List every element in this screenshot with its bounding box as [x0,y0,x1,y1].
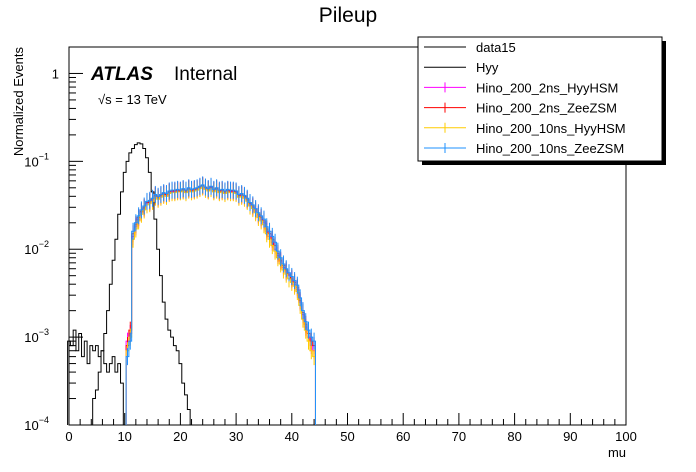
y-axis-label: Normalized Events [11,47,26,157]
y-tick-exponent: −2 [39,239,49,249]
legend-label: Hino_200_10ns_ZeeZSM [476,141,624,156]
x-axis-label: mu [608,445,626,460]
legend-entry: Hyy [424,60,499,75]
x-tick-label: 10 [117,429,131,444]
series-data15 [92,142,191,425]
legend-label: Hino_200_2ns_HyyHSM [476,80,618,95]
legend-label: Hino_200_2ns_ZeeZSM [476,101,617,116]
x-tick-label: 40 [285,429,299,444]
legend-entry: Hino_200_10ns_HyyHSM [424,121,626,136]
x-tick-label: 50 [340,429,354,444]
x-tick-label: 0 [65,429,72,444]
series-layer [67,142,316,425]
legend-entry: data15 [424,40,516,55]
y-tick-exponent: −4 [39,415,49,425]
series-line [92,142,191,425]
atlas-label-group: ATLAS Internal √s = 13 TeV [90,64,237,107]
legend-entry: Hino_200_2ns_ZeeZSM [424,101,617,116]
series-line [125,184,316,425]
series-line [67,329,124,425]
legend: data15 Hyy Hino_200_2ns_HyyHSM Hino_200_2ns… [417,36,666,165]
legend-entry: Hino_200_10ns_ZeeZSM [424,141,624,156]
chart-title: Pileup [319,4,377,27]
x-tick-label: 70 [452,429,466,444]
atlas-status-label: Internal [174,64,237,85]
x-axis-ticks: 0 10 20 30 40 50 60 70 80 90 100 [65,413,637,444]
x-tick-label: 20 [173,429,187,444]
y-tick-exponent: −3 [39,327,49,337]
energy-label: √s = 13 TeV [98,92,167,107]
legend-label: data15 [476,40,516,55]
x-tick-label: 90 [563,429,577,444]
legend-entry: Hino_200_2ns_HyyHSM [424,80,618,95]
series-line [125,186,316,425]
x-tick-label: 60 [396,429,410,444]
series-Hino_200_10ns_ZeeZSM [125,176,316,425]
y-tick-exponent: −1 [39,151,49,161]
legend-label: Hyy [476,60,499,75]
legend-label: Hino_200_10ns_HyyHSM [476,121,626,136]
atlas-label: ATLAS [90,64,153,85]
y-tick-label: 1 [52,66,59,81]
legend-box [417,36,663,162]
x-tick-label: 80 [507,429,521,444]
x-tick-label: 30 [229,429,243,444]
x-tick-label: 100 [615,429,637,444]
series-Hyy [67,329,124,425]
